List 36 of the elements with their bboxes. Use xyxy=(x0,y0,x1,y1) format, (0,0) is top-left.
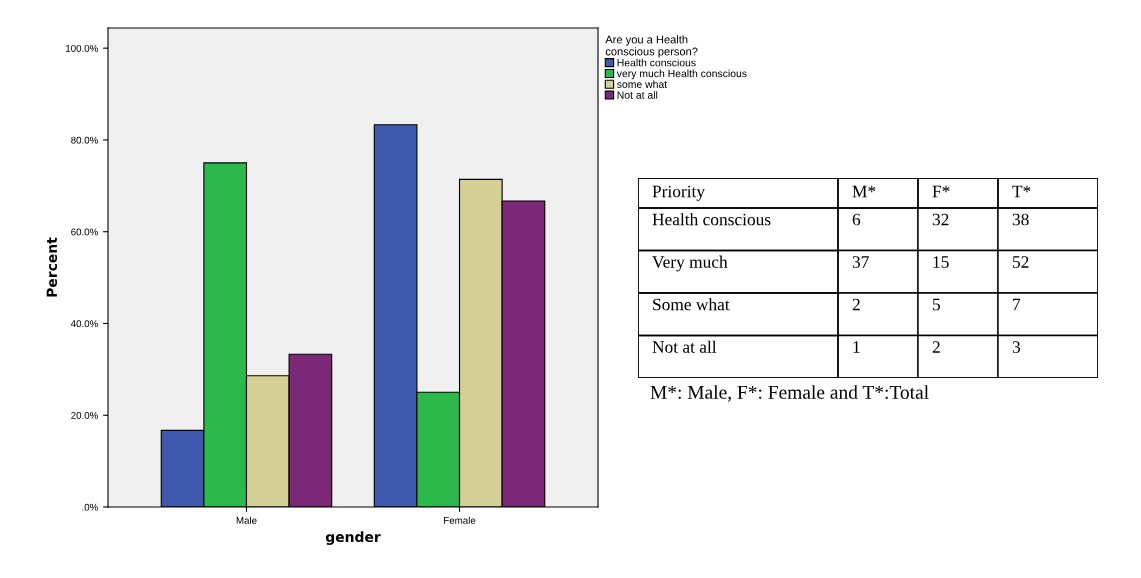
data-label: 1 xyxy=(853,341,860,353)
data-label: 7 xyxy=(1013,298,1021,311)
y-tick-label: 40.0% xyxy=(70,320,98,328)
x-tick-label: Male xyxy=(236,516,257,524)
data-label: 2 xyxy=(932,341,940,353)
legend-label: Not at all xyxy=(617,91,658,99)
data-label: 37 xyxy=(852,256,869,268)
data-label: 2 xyxy=(852,298,860,311)
text: M*: Male, F*: Female and T*:Total xyxy=(650,385,929,402)
data-label: 6 xyxy=(852,213,861,226)
data-label: 52 xyxy=(1013,256,1029,268)
legend-label: Health conscious xyxy=(617,58,696,67)
y-tick-label: Some what xyxy=(653,298,730,311)
data-label: 15 xyxy=(933,256,949,268)
y-tick-label: Very much xyxy=(652,255,728,272)
x-tick-label: T* xyxy=(1012,185,1031,198)
legend-label: very much Health conscious xyxy=(616,69,747,80)
data-label: 5 xyxy=(933,298,940,311)
y-axis-title: Percent xyxy=(46,237,58,297)
y-tick-label: 80.0% xyxy=(71,136,98,144)
x-tick-label: Female xyxy=(444,516,476,524)
legend-label: some what xyxy=(617,80,668,88)
y-tick-label: .0% xyxy=(82,503,98,511)
y-tick-label: Health conscious xyxy=(652,213,771,226)
x-tick-label: F* xyxy=(932,185,950,198)
y-axis-title: Priority xyxy=(652,185,705,201)
legend-title: Are you a Health conscious person? xyxy=(605,35,698,58)
y-tick-label: Not at all xyxy=(652,340,717,353)
data-label: 32 xyxy=(932,213,949,226)
y-tick-label: 100.0% xyxy=(66,44,98,52)
data-label: 3 xyxy=(1012,341,1020,353)
data-label: 38 xyxy=(1012,213,1029,226)
y-tick-label: 60.0% xyxy=(71,228,98,236)
x-tick-label: M* xyxy=(852,185,876,198)
y-tick-label: 20.0% xyxy=(71,411,98,419)
x-axis-title: gender xyxy=(325,531,381,545)
